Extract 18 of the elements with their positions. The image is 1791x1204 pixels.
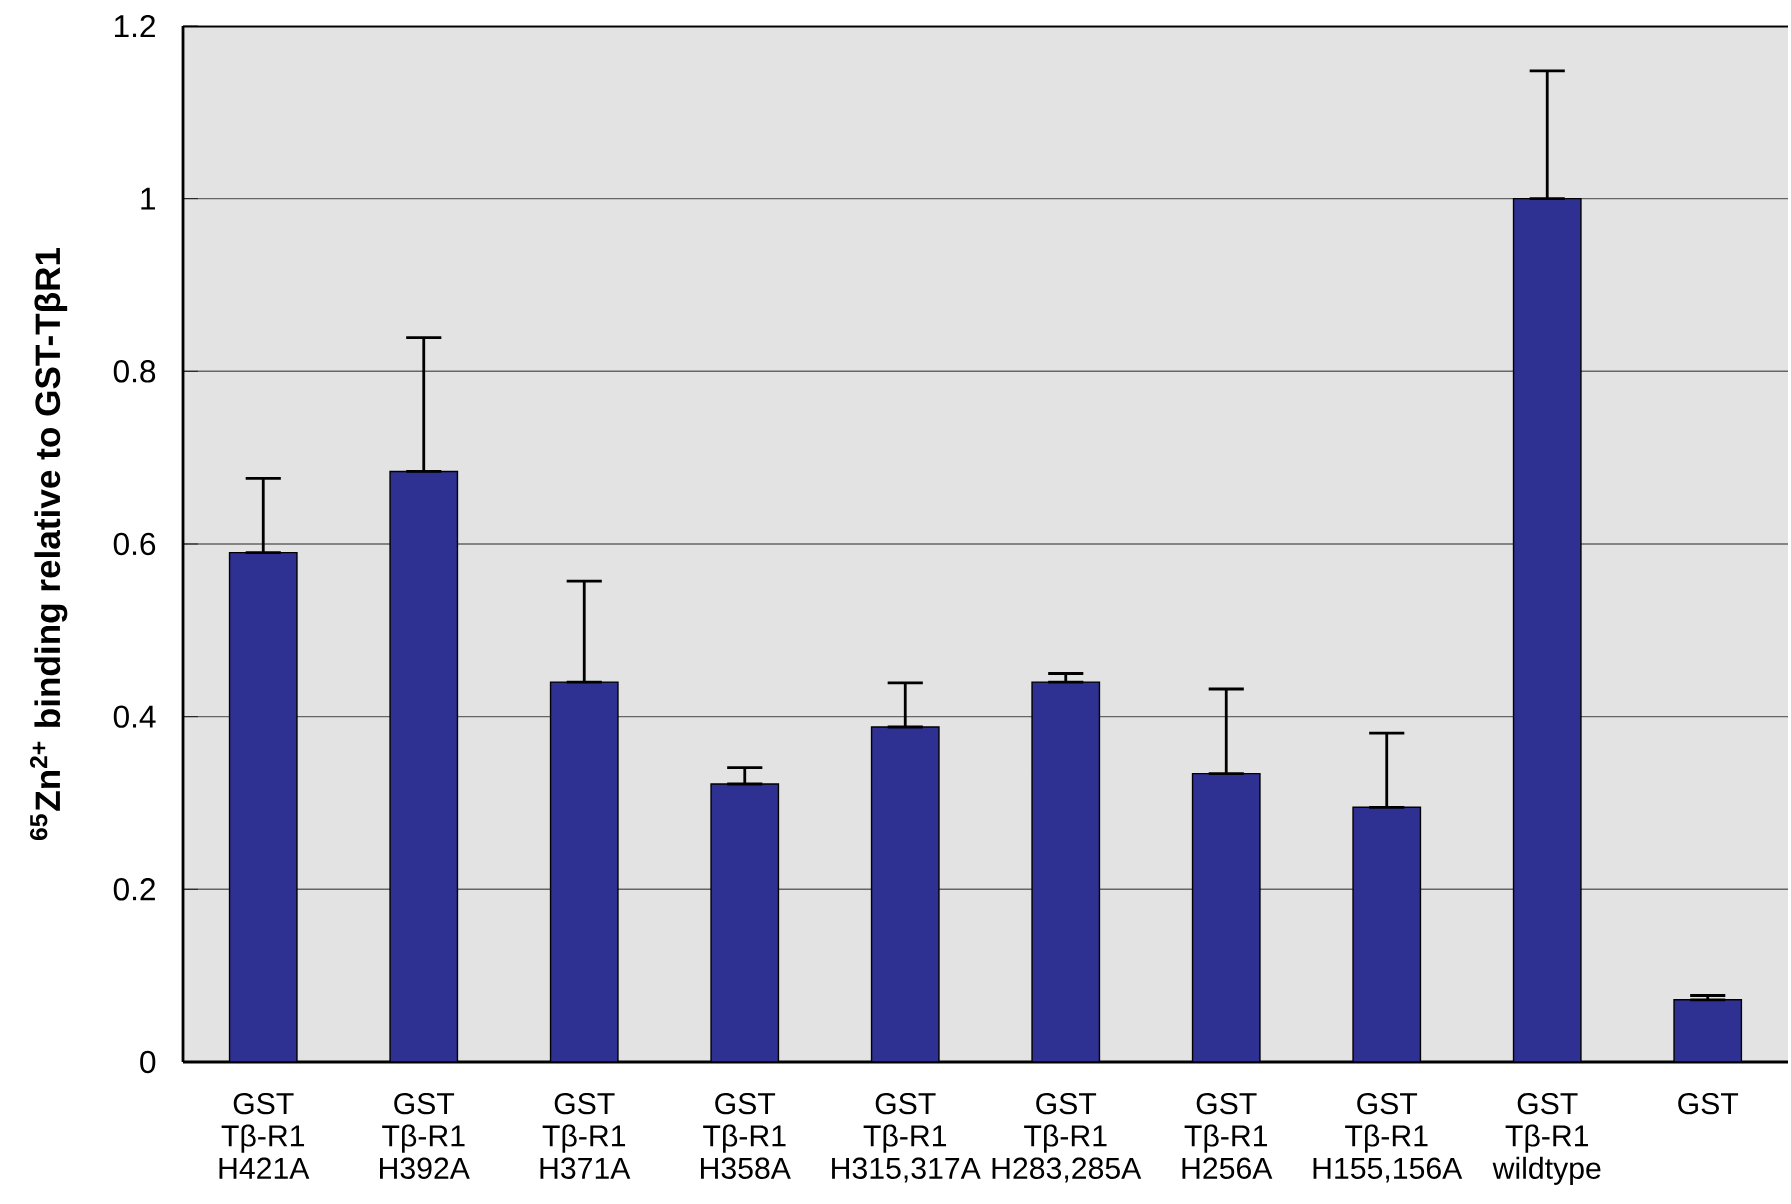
y-tick-label: 0 <box>140 1050 156 1074</box>
x-tick-label: GST Tβ-R1 H392A <box>380 1092 470 1179</box>
y-tick-label: 0.8 <box>113 360 156 383</box>
y-tick-label: 0.2 <box>113 878 155 901</box>
y-tick-label: 0.4 <box>113 705 156 728</box>
x-tick-label: GST Tβ-R1 H155,156A <box>1313 1092 1463 1183</box>
y-tick-label: 1 <box>141 187 155 210</box>
y-axis-title: $^{65}$Zn$^{2+}$ binding relative to GST-TβR1 <box>30 247 68 841</box>
x-tick-label: GST Tβ-R1 H421A <box>219 1092 310 1179</box>
y-tick-label: 1.2 <box>114 14 155 38</box>
x-tick-label: GST <box>1678 1092 1739 1115</box>
x-tick-label: GST Tβ-R1 H256A <box>1182 1092 1273 1179</box>
x-tick-label: GST Tβ-R1 H358A <box>701 1092 791 1179</box>
x-tick-label: GST Tβ-R1 wildtype <box>1492 1092 1601 1185</box>
x-tick-label: GST Tβ-R1 H283,285A <box>992 1092 1142 1183</box>
x-tick-label: GST Tβ-R1 H315,317A <box>832 1092 981 1183</box>
x-tick-label: GST Tβ-R1 H371A <box>540 1092 631 1179</box>
y-tick-label: 0.6 <box>113 532 156 556</box>
